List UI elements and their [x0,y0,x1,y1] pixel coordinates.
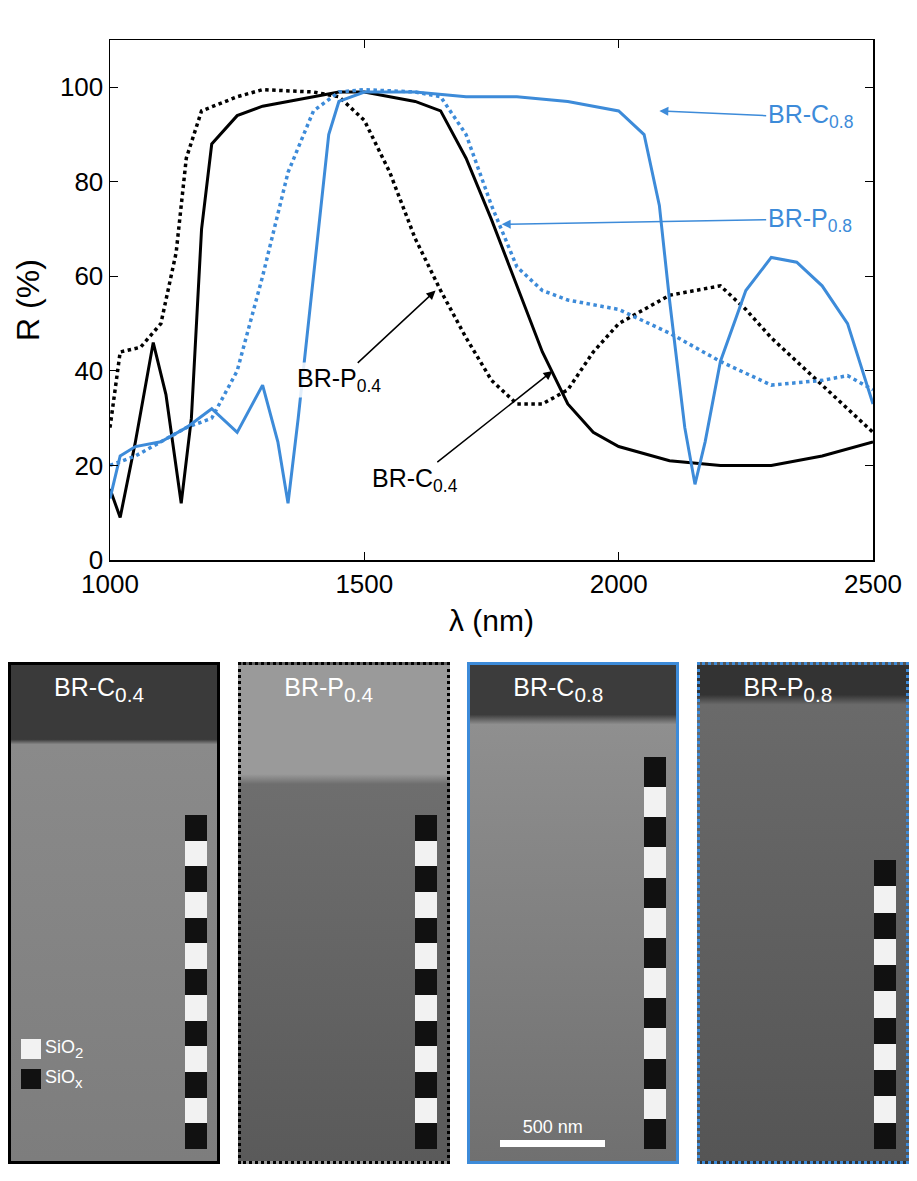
svg-text:2500: 2500 [844,569,902,599]
svg-text:R (%): R (%) [10,259,46,341]
svg-text:80: 80 [74,167,103,197]
html-text:BR-P0.8: BR-P0.8 [743,673,833,706]
svg-text:BR-C​0.8​: BR-C​0.8​ [768,100,853,132]
html-text:BR-C0.4: BR-C0.4 [54,673,144,706]
svg-text:60: 60 [74,261,103,291]
html-text:BR-P0.4: BR-P0.4 [284,673,373,706]
svg-text:40: 40 [74,356,103,386]
svg-text:2000: 2000 [590,569,648,599]
svg-text:1500: 1500 [335,569,393,599]
html-text:500 nm: 500 nm [522,1117,583,1137]
svg-text:0: 0 [89,545,103,575]
svg-text:BR-C​0.4​: BR-C​0.4​ [372,464,458,496]
svg-text:20: 20 [74,451,103,481]
svg-text:100: 100 [60,72,103,102]
svg-text:BR-P​0.4​: BR-P​0.4​ [297,364,381,396]
svg-text:1000: 1000 [81,569,139,599]
html-text:BR-C0.8: BR-C0.8 [513,673,604,706]
html-text:SiOx: SiOx [45,1067,83,1091]
svg-text:BR-P​0.8​: BR-P​0.8​ [768,204,852,236]
svg-text:λ (nm): λ (nm) [449,604,534,637]
html-text:SiO2: SiO2 [45,1037,84,1061]
